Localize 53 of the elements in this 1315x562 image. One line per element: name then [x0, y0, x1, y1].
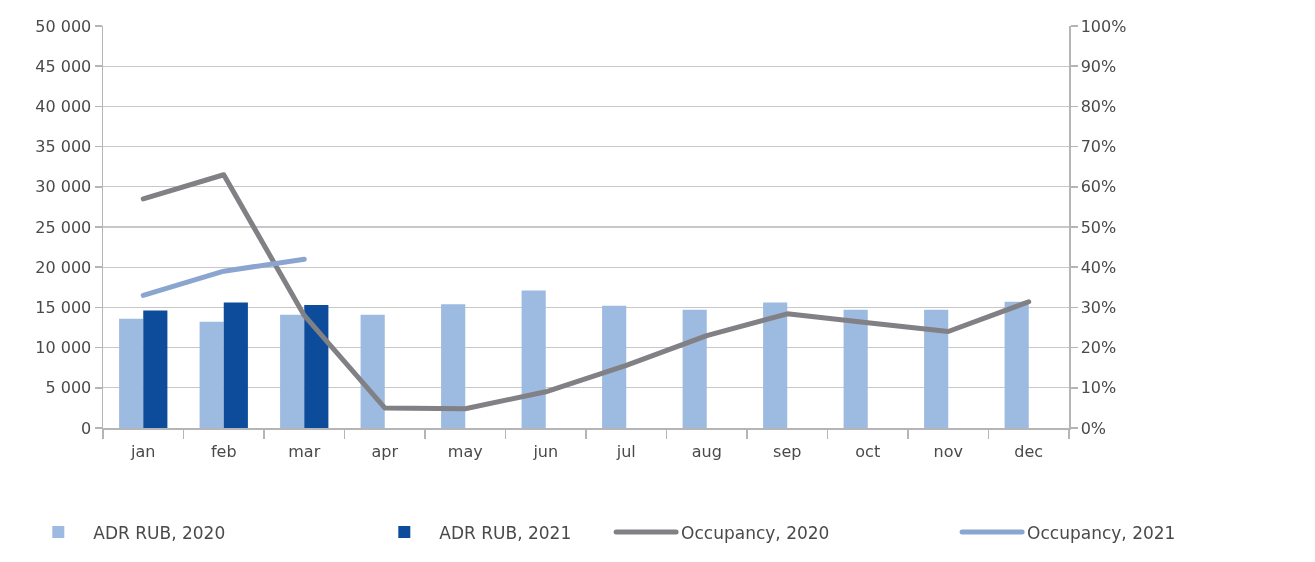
- y-tick-label: 15 000: [35, 298, 92, 317]
- y2-tick-label: 100%: [1080, 16, 1127, 36]
- y-tick-label: 20 000: [35, 257, 92, 277]
- y2-tick-label: 80%: [1080, 97, 1117, 116]
- bar: [199, 321, 224, 428]
- bar: [924, 309, 949, 428]
- y2-tick-label: 60%: [1080, 177, 1117, 197]
- bar: [521, 290, 546, 428]
- x-tick-label: feb: [210, 441, 237, 461]
- legend-label: Occupancy, 2021: [1027, 522, 1176, 543]
- bar: [223, 302, 248, 428]
- legend-label: ADR RUB, 2021: [439, 522, 572, 543]
- bar: [119, 318, 144, 428]
- y2-tick-label: 40%: [1080, 257, 1117, 277]
- bar: [143, 310, 168, 428]
- y-tick-label: 30 000: [35, 177, 92, 197]
- bar: [304, 304, 329, 428]
- x-tick-label: jan: [130, 441, 156, 461]
- y-tick-label: 25 000: [35, 217, 92, 237]
- y-tick-label: 0: [81, 418, 92, 438]
- x-tick-label: sep: [773, 441, 802, 461]
- bar: [682, 309, 707, 428]
- y-tick-label: 10 000: [35, 338, 92, 358]
- bar: [1004, 301, 1029, 428]
- bar: [763, 302, 788, 428]
- x-tick-label: aug: [691, 441, 722, 461]
- bar: [602, 305, 627, 428]
- y-tick-label: 50 000: [35, 16, 92, 36]
- y-tick-label: 40 000: [35, 97, 92, 116]
- y2-tick-label: 30%: [1080, 298, 1117, 317]
- bar: [843, 309, 868, 428]
- legend-label: ADR RUB, 2020: [93, 522, 226, 543]
- y-tick-label: 5 000: [45, 378, 92, 398]
- y2-tick-label: 10%: [1080, 378, 1117, 398]
- x-tick-label: oct: [855, 441, 881, 461]
- x-tick-label: jun: [532, 441, 559, 461]
- legend-label: Occupancy, 2020: [681, 522, 830, 543]
- x-tick-label: mar: [288, 441, 321, 461]
- bar: [360, 314, 385, 428]
- bar: [441, 304, 466, 428]
- y2-tick-label: 90%: [1080, 56, 1117, 76]
- y2-tick-label: 70%: [1080, 137, 1117, 157]
- x-tick-label: dec: [1014, 441, 1044, 461]
- y2-tick-label: 0%: [1080, 418, 1107, 438]
- y-tick-label: 45 000: [35, 56, 92, 76]
- x-tick-label: may: [447, 441, 483, 461]
- y2-tick-label: 50%: [1080, 217, 1117, 237]
- x-tick-label: jul: [615, 441, 636, 461]
- y2-tick-label: 20%: [1080, 338, 1117, 358]
- bar: [280, 314, 305, 428]
- x-tick-label: apr: [371, 441, 399, 461]
- x-tick-label: nov: [933, 441, 963, 461]
- y-tick-label: 35 000: [35, 137, 92, 157]
